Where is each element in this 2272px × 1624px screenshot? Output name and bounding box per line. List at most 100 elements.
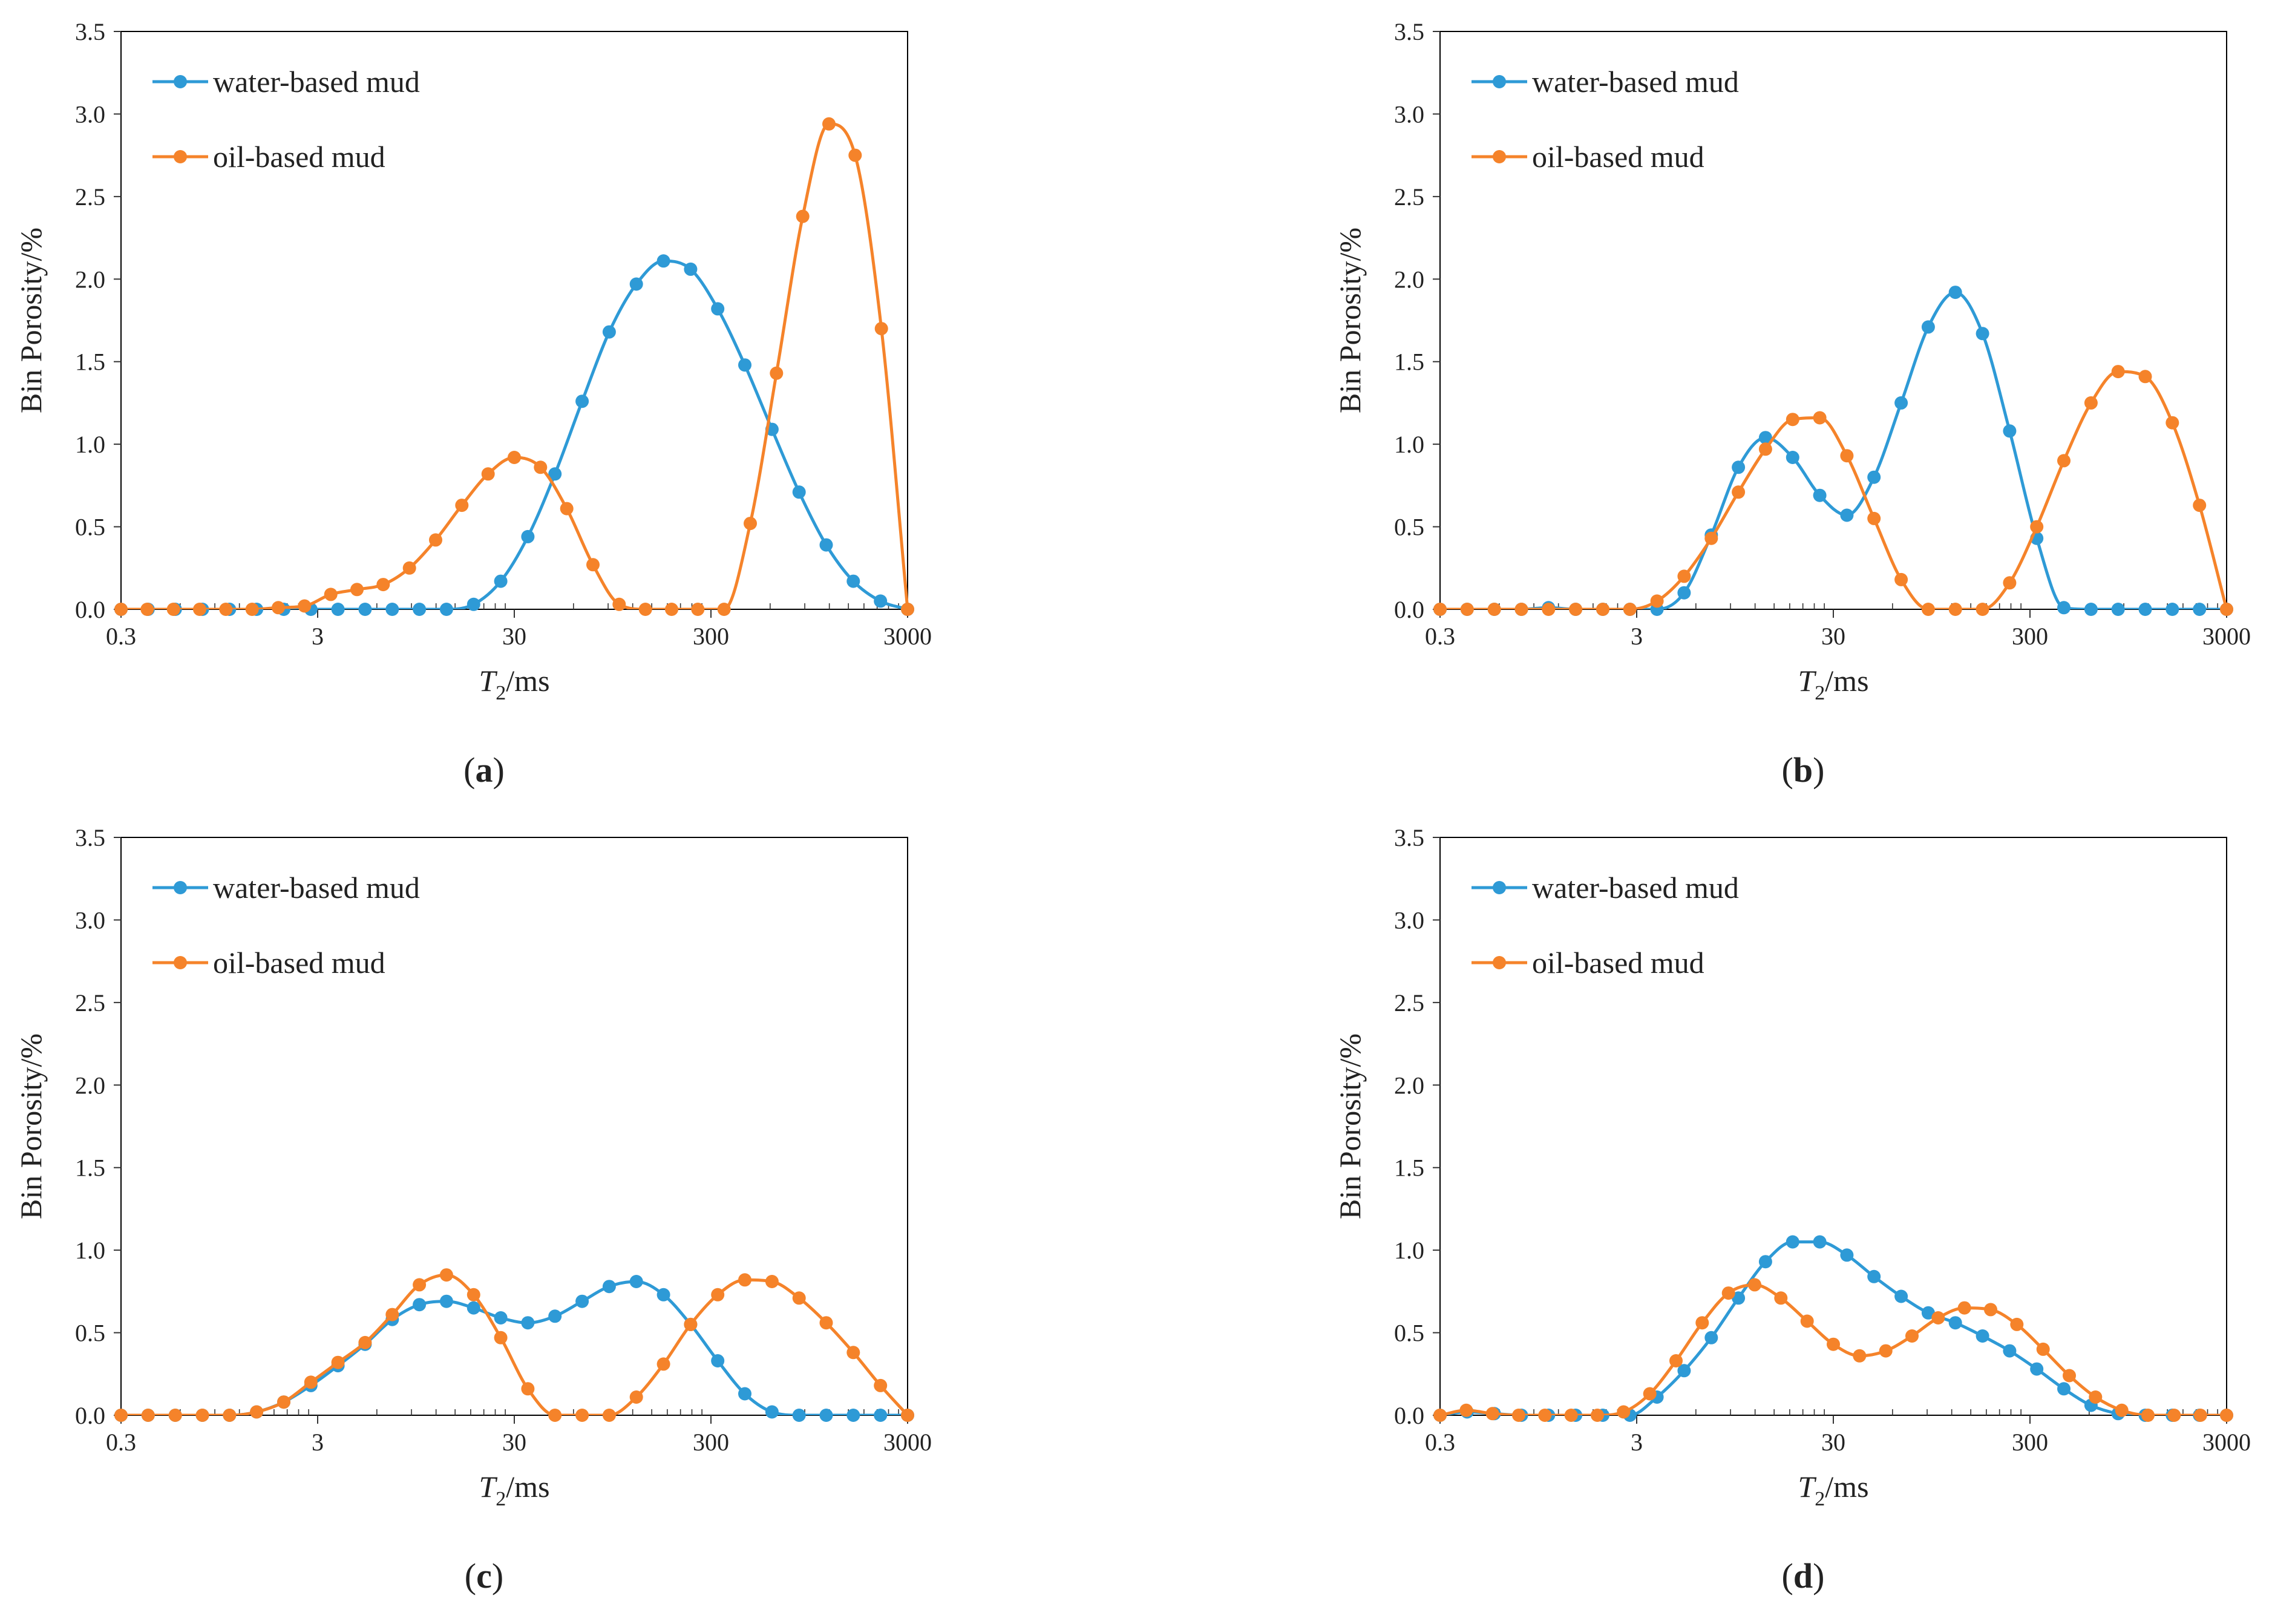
data-point	[324, 588, 338, 601]
y-tick-label: 3.5	[75, 824, 105, 851]
data-point	[1758, 442, 1772, 456]
data-point	[521, 529, 535, 543]
data-point	[494, 1311, 508, 1324]
legend-label: water-based mud	[213, 65, 420, 99]
legend-swatch-marker	[1493, 75, 1506, 88]
x-tick-label: 3000	[2202, 623, 2251, 650]
data-point	[2010, 1317, 2024, 1331]
data-point	[575, 1409, 589, 1422]
data-point	[1433, 603, 1447, 616]
data-point	[245, 603, 259, 616]
data-point	[602, 325, 616, 339]
data-point	[1957, 1301, 1971, 1315]
y-tick-label: 1.5	[75, 1154, 105, 1182]
data-point	[1840, 449, 1854, 463]
y-tick-label: 2.0	[1394, 266, 1424, 293]
data-point	[2166, 416, 2179, 430]
data-point	[765, 1405, 779, 1419]
series-water-based-mud	[1433, 286, 2233, 616]
legend-label: oil-based mud	[1532, 946, 1704, 980]
data-point	[1853, 1349, 1867, 1363]
y-tick-label: 3.0	[1394, 906, 1424, 934]
x-axis-title-subscript: 2	[496, 1488, 506, 1510]
data-point	[2115, 1403, 2129, 1417]
series-oil-based-mud	[114, 117, 914, 616]
data-point	[629, 1275, 643, 1288]
data-point	[602, 1409, 616, 1422]
data-point	[1894, 396, 1908, 410]
data-point	[846, 1346, 860, 1360]
panel-label-open-paren: (	[1782, 750, 1793, 790]
data-point	[2084, 396, 2098, 410]
y-tick-label: 2.5	[75, 183, 105, 211]
data-point	[195, 1409, 209, 1422]
data-point	[1786, 413, 1799, 427]
data-point	[1485, 1407, 1499, 1421]
y-tick-label: 0.0	[1394, 596, 1424, 623]
x-axis-title-symbol: T	[479, 664, 497, 698]
data-point	[2089, 1390, 2103, 1404]
y-tick-label: 1.5	[1394, 1154, 1424, 1182]
data-point	[1487, 603, 1501, 616]
data-point	[819, 538, 833, 552]
y-tick-label: 3.0	[1394, 100, 1424, 128]
x-tick-label: 300	[693, 623, 729, 650]
x-tick-label: 300	[693, 1429, 729, 1456]
y-tick-label: 1.0	[75, 431, 105, 458]
data-point	[744, 517, 757, 531]
plot-area-frame	[1439, 31, 2227, 610]
legend-item-oil-based-mud: oil-based mud	[152, 946, 385, 980]
data-point	[548, 1309, 562, 1323]
x-tick-label: 30	[502, 1429, 526, 1456]
data-point	[2138, 603, 2152, 616]
data-point	[331, 603, 345, 616]
data-point	[494, 574, 508, 588]
data-point	[684, 1317, 698, 1331]
data-point	[548, 1409, 562, 1422]
data-point	[602, 1280, 616, 1294]
y-tick-label: 1.5	[1394, 349, 1424, 376]
data-point	[792, 1291, 806, 1305]
data-point	[1867, 470, 1881, 484]
data-point	[1867, 511, 1881, 525]
panel-label-letter: c	[476, 1556, 492, 1596]
data-point	[711, 1354, 725, 1367]
data-point	[1813, 488, 1827, 502]
panel-label: (c)	[465, 1556, 503, 1596]
data-point	[874, 1378, 888, 1392]
y-tick-label: 0.5	[75, 514, 105, 541]
y-tick-label: 0.5	[1394, 514, 1424, 541]
data-point	[2193, 1409, 2207, 1422]
data-point	[223, 1409, 237, 1422]
data-point	[2003, 1344, 2017, 1358]
series-oil-based-mud	[1433, 365, 2233, 616]
panel-label-open-paren: (	[465, 1556, 476, 1596]
data-point	[656, 254, 670, 268]
legend-swatch-marker	[1493, 150, 1506, 163]
plot-area-frame	[1439, 837, 2227, 1416]
series-line	[121, 122, 909, 609]
legend-swatch-marker	[1493, 881, 1506, 894]
y-tick-label: 3.0	[75, 100, 105, 128]
data-point	[193, 603, 206, 616]
x-axis-title-unit: /ms	[506, 664, 549, 698]
panel-label-letter: a	[476, 750, 493, 790]
x-tick-label: 300	[2012, 623, 2048, 650]
data-point	[796, 209, 810, 223]
data-point	[1677, 569, 1691, 583]
data-point	[2138, 370, 2152, 384]
data-point	[1786, 451, 1799, 464]
data-point	[1514, 603, 1528, 616]
y-tick-label: 0.0	[1394, 1402, 1424, 1429]
x-axis-title: T2/ms	[479, 1470, 549, 1510]
x-tick-label: 300	[2012, 1429, 2048, 1456]
data-point	[1813, 411, 1827, 425]
x-tick-label: 3000	[883, 623, 932, 650]
data-point	[1591, 1409, 1604, 1422]
data-point	[402, 561, 416, 575]
data-point	[770, 366, 784, 380]
data-point	[114, 1409, 128, 1422]
data-point	[629, 277, 643, 291]
data-point	[2057, 1382, 2071, 1396]
data-point	[385, 603, 399, 616]
